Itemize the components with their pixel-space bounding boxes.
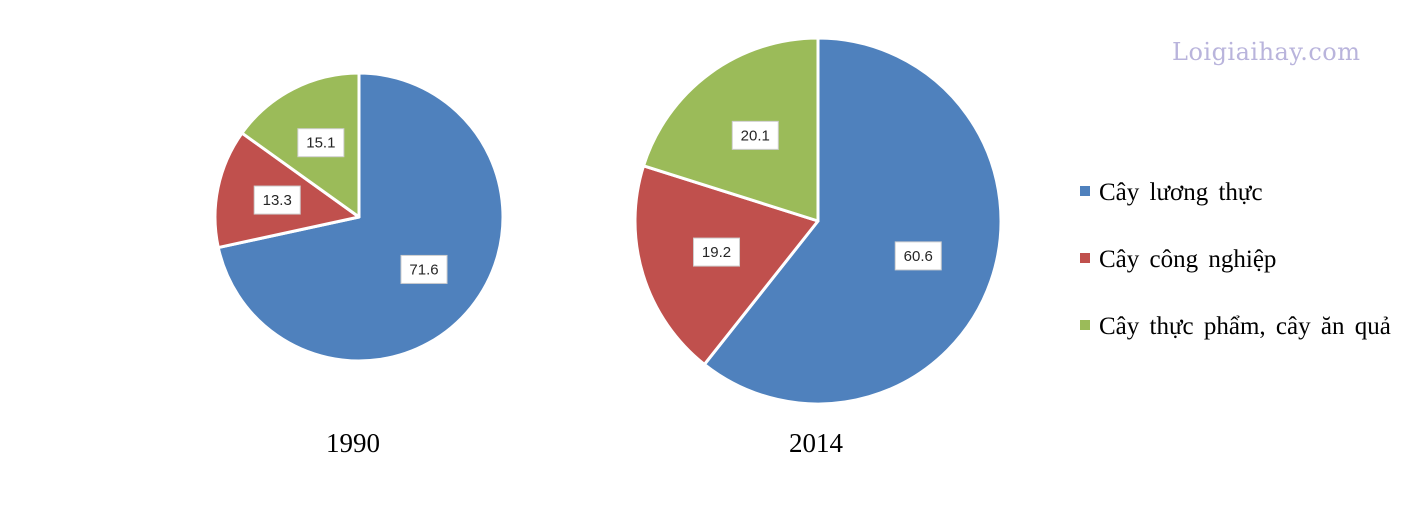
- data-label-1990-cay-cong-nghiep: 13.3: [253, 185, 301, 215]
- pie-chart-1990: 71.6 13.3 15.1: [213, 71, 505, 363]
- watermark: Loigiaihay.com: [1172, 38, 1361, 66]
- data-label-2014-cay-cong-nghiep: 19.2: [693, 237, 741, 267]
- year-label-1990: 1990: [326, 428, 380, 458]
- legend: Cây lương thực Cây công nghiệp Cây thực …: [1080, 179, 1391, 340]
- data-label-1990-cay-thuc-pham-cay-an-qua: 15.1: [297, 128, 345, 158]
- svg-text:71.6: 71.6: [409, 261, 438, 278]
- legend-swatch: [1080, 320, 1090, 330]
- legend-label: Cây thực phẩm, cây ăn quả: [1099, 313, 1391, 340]
- data-label-2014-cay-thuc-pham-cay-an-qua: 20.1: [731, 120, 779, 150]
- pie-slice-1990-cay-luong-thuc: [216, 71, 505, 363]
- legend-swatch: [1080, 253, 1090, 263]
- svg-text:13.3: 13.3: [263, 192, 292, 209]
- pie-chart-2014: 60.6 19.2 20.1: [633, 36, 1003, 406]
- svg-text:15.1: 15.1: [306, 135, 335, 152]
- legend-label: Cây lương thực: [1099, 179, 1263, 206]
- legend-item-cay-thuc-pham-cay-an-qua: Cây thực phẩm, cây ăn quả: [1080, 313, 1391, 340]
- legend-label: Cây công nghiệp: [1099, 246, 1276, 273]
- legend-item-cay-cong-nghiep: Cây công nghiệp: [1080, 246, 1276, 273]
- data-label-1990-cay-luong-thuc: 71.6: [400, 254, 448, 284]
- svg-text:60.6: 60.6: [904, 248, 933, 265]
- svg-text:20.1: 20.1: [741, 127, 770, 144]
- pie-slice-2014-cay-luong-thuc: [702, 36, 1003, 406]
- legend-swatch: [1080, 186, 1090, 196]
- year-label-2014: 2014: [789, 428, 844, 458]
- legend-item-cay-luong-thuc: Cây lương thực: [1080, 179, 1263, 206]
- data-label-2014-cay-luong-thuc: 60.6: [894, 241, 942, 271]
- svg-text:19.2: 19.2: [702, 244, 731, 261]
- pie-slice-2014-cay-thuc-pham-cay-an-qua: [642, 36, 820, 223]
